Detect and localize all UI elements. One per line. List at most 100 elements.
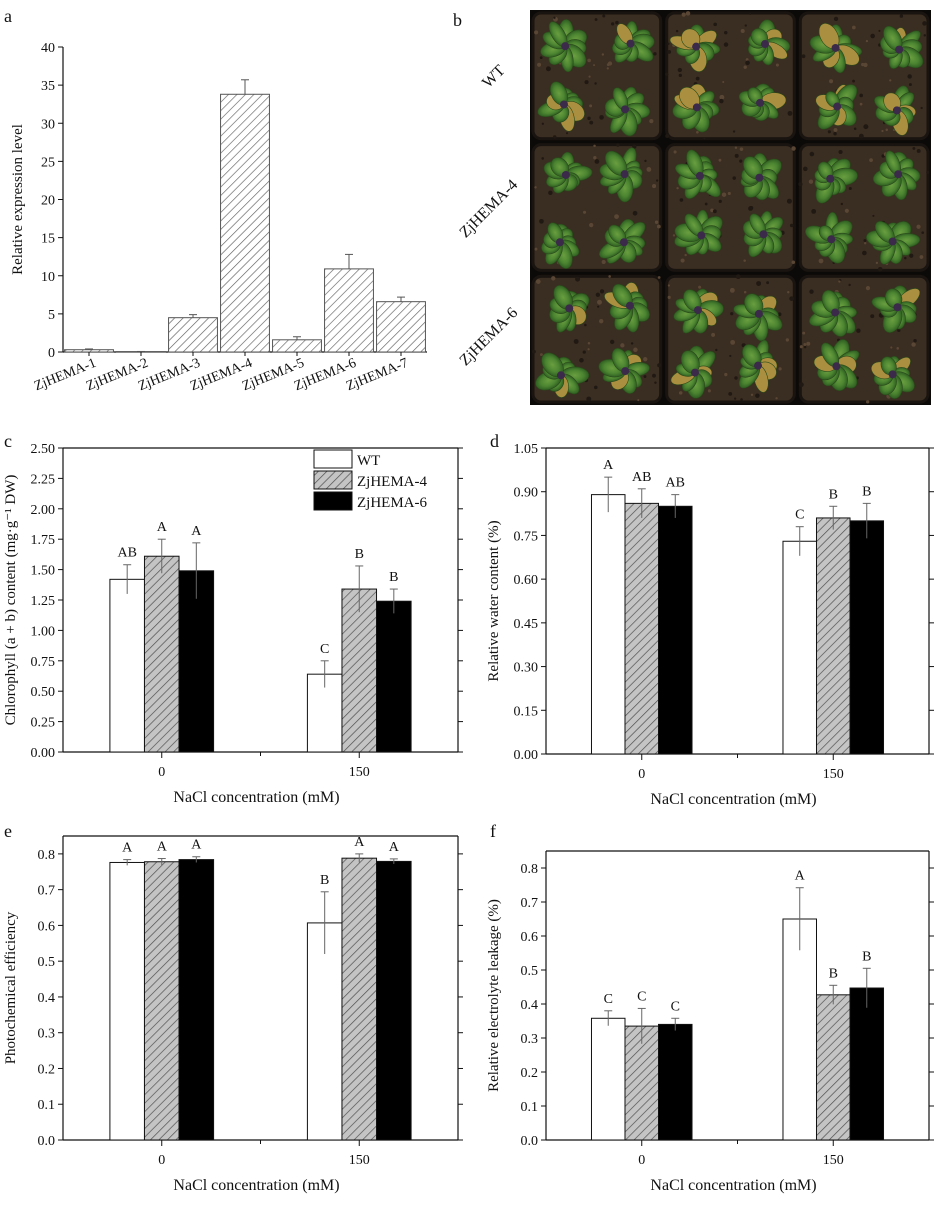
soil-speckle xyxy=(730,340,735,345)
bar xyxy=(65,350,114,352)
y-tick-label: 0.5 xyxy=(38,955,56,970)
soil-speckle xyxy=(900,14,903,17)
soil-speckle xyxy=(534,248,537,251)
y-tick-label: 0.8 xyxy=(521,862,539,877)
x-axis-title: NaCl concentration (mM) xyxy=(650,791,816,808)
bar-zjhema-6 xyxy=(377,601,412,752)
rosette-center xyxy=(755,174,763,182)
soil-speckle xyxy=(869,158,873,162)
soil-speckle xyxy=(739,160,742,163)
panel-letter: e xyxy=(4,821,12,841)
soil-speckle xyxy=(755,393,759,397)
rosette-center xyxy=(894,170,902,178)
y-tick-label: 1.25 xyxy=(31,594,56,609)
soil-speckle xyxy=(649,119,653,123)
soil-speckle xyxy=(686,11,691,16)
soil-speckle xyxy=(587,59,591,63)
soil-speckle xyxy=(680,198,684,202)
soil-speckle xyxy=(611,22,614,25)
y-tick-label: 0.60 xyxy=(514,573,539,588)
soil-speckle xyxy=(602,260,606,264)
y-tick-label: 0.45 xyxy=(514,617,539,632)
rosette-center xyxy=(755,310,763,318)
panel-d-chart: d0.000.150.300.450.600.750.901.05Relativ… xyxy=(486,431,934,808)
soil-speckle xyxy=(719,99,723,103)
soil-speckle xyxy=(566,132,568,134)
soil-speckle xyxy=(864,242,866,244)
soil-speckle xyxy=(809,180,813,184)
soil-speckle xyxy=(600,289,604,293)
soil-speckle xyxy=(602,53,604,55)
bar-zjhema-6 xyxy=(179,860,214,1140)
soil-speckle xyxy=(862,251,867,256)
soil-speckle xyxy=(804,346,806,348)
legend-label: WT xyxy=(357,453,380,469)
soil-speckle xyxy=(656,179,658,181)
soil-speckle xyxy=(735,154,739,158)
legend-swatch xyxy=(314,471,352,489)
significance-label: A xyxy=(389,840,400,855)
soil-speckle xyxy=(596,293,600,297)
soil-speckle xyxy=(540,353,543,356)
soil-speckle xyxy=(715,349,717,351)
panel-c-chart: c0.000.250.500.751.001.251.501.752.002.2… xyxy=(3,431,463,806)
bar-zjhema-6 xyxy=(850,521,884,754)
soil-speckle xyxy=(724,373,727,376)
x-tick-label: 0 xyxy=(158,1153,165,1168)
soil-speckle xyxy=(599,319,603,323)
soil-speckle xyxy=(803,167,807,171)
soil-speckle xyxy=(740,147,744,151)
rosette-center xyxy=(693,103,701,111)
soil-speckle xyxy=(667,43,669,45)
soil-speckle xyxy=(743,259,746,262)
soil-speckle xyxy=(889,79,891,81)
bar-zjhema-4 xyxy=(144,556,179,752)
soil-speckle xyxy=(786,338,789,341)
y-tick-label: 0.2 xyxy=(38,1062,56,1077)
bar-zjhema-4 xyxy=(144,862,179,1140)
soil-speckle xyxy=(673,234,675,236)
soil-speckle xyxy=(859,134,864,139)
y-tick-label: 30 xyxy=(41,117,55,132)
soil-speckle xyxy=(583,211,586,214)
soil-speckle xyxy=(719,95,724,100)
soil-speckle xyxy=(652,184,656,188)
y-tick-label: 0.7 xyxy=(38,884,56,899)
y-tick-label: 0.0 xyxy=(38,1134,56,1149)
x-axis-title: NaCl concentration (mM) xyxy=(650,1177,816,1194)
soil-speckle xyxy=(681,259,685,263)
soil-speckle xyxy=(921,231,924,234)
rosette-center xyxy=(561,42,569,50)
soil-speckle xyxy=(828,130,831,133)
rosette-center xyxy=(565,304,573,312)
soil-speckle xyxy=(615,21,618,24)
y-tick-label: 0.30 xyxy=(514,661,539,676)
y-tick-label: 0.3 xyxy=(521,1032,539,1047)
soil-speckle xyxy=(775,397,777,399)
legend-swatch xyxy=(314,492,352,510)
soil-speckle xyxy=(792,260,796,264)
soil-speckle xyxy=(711,333,715,337)
soil-speckle xyxy=(589,104,592,107)
soil-speckle xyxy=(926,171,929,174)
soil-speckle xyxy=(534,186,536,188)
significance-label: C xyxy=(320,642,329,657)
y-tick-label: 35 xyxy=(41,79,55,94)
bar-wt xyxy=(307,923,342,1140)
soil-speckle xyxy=(866,400,869,403)
rosette-center xyxy=(826,175,834,183)
soil-speckle xyxy=(803,343,806,346)
soil-speckle xyxy=(713,209,717,213)
y-tick-label: 1.75 xyxy=(31,533,56,548)
soil-speckle xyxy=(791,146,795,150)
soil-speckle xyxy=(585,80,589,84)
significance-label: A xyxy=(795,869,806,884)
soil-speckle xyxy=(584,324,587,327)
soil-speckle xyxy=(810,152,815,157)
soil-speckle xyxy=(740,398,743,401)
y-tick-label: 0.0 xyxy=(521,1134,539,1149)
soil-speckle xyxy=(668,284,670,286)
significance-label: AB xyxy=(117,546,136,561)
soil-speckle xyxy=(904,257,906,259)
